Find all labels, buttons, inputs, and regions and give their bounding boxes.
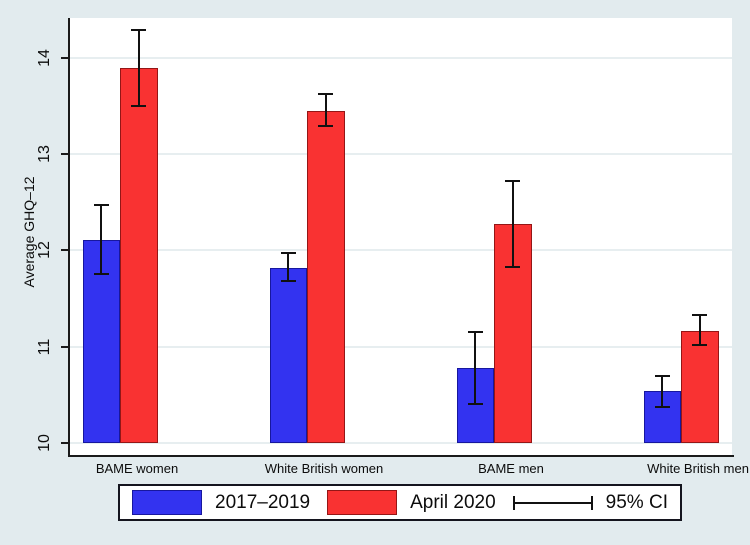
error-bar bbox=[692, 344, 708, 347]
legend-swatch-red bbox=[327, 490, 398, 515]
gridline bbox=[70, 153, 732, 156]
error-bar bbox=[511, 181, 514, 267]
x-category-label: White British men bbox=[647, 461, 749, 476]
bar-red bbox=[307, 110, 345, 444]
y-tick-label: 13 bbox=[36, 145, 53, 163]
error-bar bbox=[692, 314, 708, 317]
x-axis-line bbox=[68, 455, 734, 457]
error-bar bbox=[131, 104, 147, 107]
legend-label-april-2020: April 2020 bbox=[410, 491, 496, 513]
legend-swatch-blue bbox=[132, 490, 202, 515]
error-bar bbox=[137, 29, 140, 106]
y-axis-line bbox=[68, 18, 70, 457]
y-tick bbox=[61, 249, 70, 252]
bar-blue bbox=[269, 267, 307, 444]
plot-area bbox=[70, 18, 732, 455]
gridline bbox=[70, 345, 732, 348]
error-bar bbox=[654, 374, 670, 377]
error-bar-icon bbox=[512, 495, 593, 510]
error-bar bbox=[280, 252, 296, 255]
gridline bbox=[70, 56, 732, 59]
error-bar bbox=[93, 204, 109, 207]
error-bar bbox=[287, 253, 290, 282]
gridline bbox=[70, 249, 732, 252]
error-bar bbox=[698, 315, 701, 345]
y-tick-label: 14 bbox=[36, 48, 53, 67]
gridline bbox=[70, 442, 732, 445]
legend-label-2017-2019: 2017–2019 bbox=[215, 491, 311, 513]
error-bar bbox=[100, 205, 103, 274]
y-tick bbox=[61, 153, 70, 156]
error-bar bbox=[318, 93, 334, 96]
error-bar bbox=[93, 272, 109, 275]
y-tick-label: 12 bbox=[36, 241, 53, 260]
error-bar bbox=[324, 94, 327, 127]
error-bar bbox=[505, 180, 521, 183]
error-bar bbox=[474, 331, 477, 404]
bar-red bbox=[681, 330, 719, 444]
error-bar bbox=[318, 125, 334, 128]
error-bar bbox=[467, 330, 483, 333]
error-bar bbox=[131, 28, 147, 31]
x-category-label: White British women bbox=[264, 461, 384, 476]
bar-red bbox=[120, 68, 158, 444]
x-category-label: BAME women bbox=[95, 461, 179, 476]
legend-item-ci: 95% CI bbox=[512, 491, 668, 514]
error-bar bbox=[654, 405, 670, 408]
error-bar bbox=[505, 265, 521, 268]
y-tick-label: 11 bbox=[36, 338, 53, 356]
y-tick bbox=[61, 56, 70, 59]
y-tick bbox=[61, 345, 70, 348]
legend-label-ci: 95% CI bbox=[605, 491, 668, 513]
bar-blue bbox=[643, 391, 681, 444]
error-bar bbox=[661, 375, 664, 407]
error-bar bbox=[280, 280, 296, 283]
legend-item-april-2020: April 2020 bbox=[327, 490, 496, 515]
legend: 2017–2019 April 2020 95% CI bbox=[118, 484, 682, 521]
y-tick bbox=[61, 442, 70, 445]
x-category-label: BAME men bbox=[478, 461, 544, 476]
legend-item-2017-2019: 2017–2019 bbox=[132, 490, 310, 515]
error-bar bbox=[467, 402, 483, 405]
y-tick-label: 10 bbox=[36, 434, 53, 453]
